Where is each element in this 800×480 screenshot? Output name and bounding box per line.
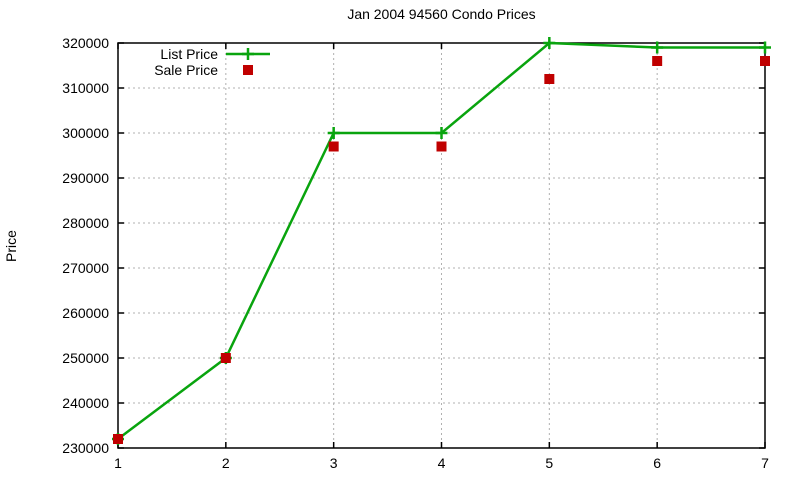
square-marker bbox=[760, 56, 770, 66]
x-tick-label: 6 bbox=[653, 455, 661, 471]
legend-item-list-price: List Price bbox=[120, 46, 270, 62]
y-tick-label: 300000 bbox=[62, 125, 109, 141]
chart-title: Jan 2004 94560 Condo Prices bbox=[347, 6, 536, 22]
square-marker bbox=[436, 141, 447, 152]
y-tick-label: 230000 bbox=[62, 440, 109, 456]
y-tick-label: 280000 bbox=[62, 215, 109, 231]
square-marker bbox=[652, 56, 663, 66]
y-tick-label: 240000 bbox=[62, 395, 109, 411]
square-marker bbox=[220, 353, 231, 363]
legend: List Price Sale Price bbox=[120, 46, 270, 78]
y-tick-label: 320000 bbox=[62, 35, 109, 51]
x-tick-label: 7 bbox=[761, 455, 769, 471]
y-tick-label: 250000 bbox=[62, 350, 109, 366]
y-tick-label: 290000 bbox=[62, 170, 109, 186]
legend-item-sale-price: Sale Price bbox=[120, 62, 270, 78]
plus-sample-glyph bbox=[226, 48, 270, 60]
y-tick-label: 270000 bbox=[62, 260, 109, 276]
y-tick-label: 310000 bbox=[62, 80, 109, 96]
x-tick-label: 1 bbox=[114, 455, 122, 471]
square-marker bbox=[113, 434, 123, 444]
x-tick-label: 5 bbox=[545, 455, 553, 471]
square-marker bbox=[328, 141, 339, 152]
x-tick-label: 2 bbox=[222, 455, 230, 471]
x-tick-label: 3 bbox=[330, 455, 338, 471]
legend-label-list-price: List Price bbox=[160, 46, 218, 62]
x-tick-label: 4 bbox=[438, 455, 446, 471]
y-tick-label: 260000 bbox=[62, 305, 109, 321]
square-sample-glyph bbox=[243, 65, 253, 75]
legend-sample-square-icon bbox=[226, 62, 270, 78]
legend-sample-line-plus-icon bbox=[226, 46, 270, 62]
legend-label-sale-price: Sale Price bbox=[154, 62, 218, 78]
square-marker bbox=[544, 74, 555, 84]
